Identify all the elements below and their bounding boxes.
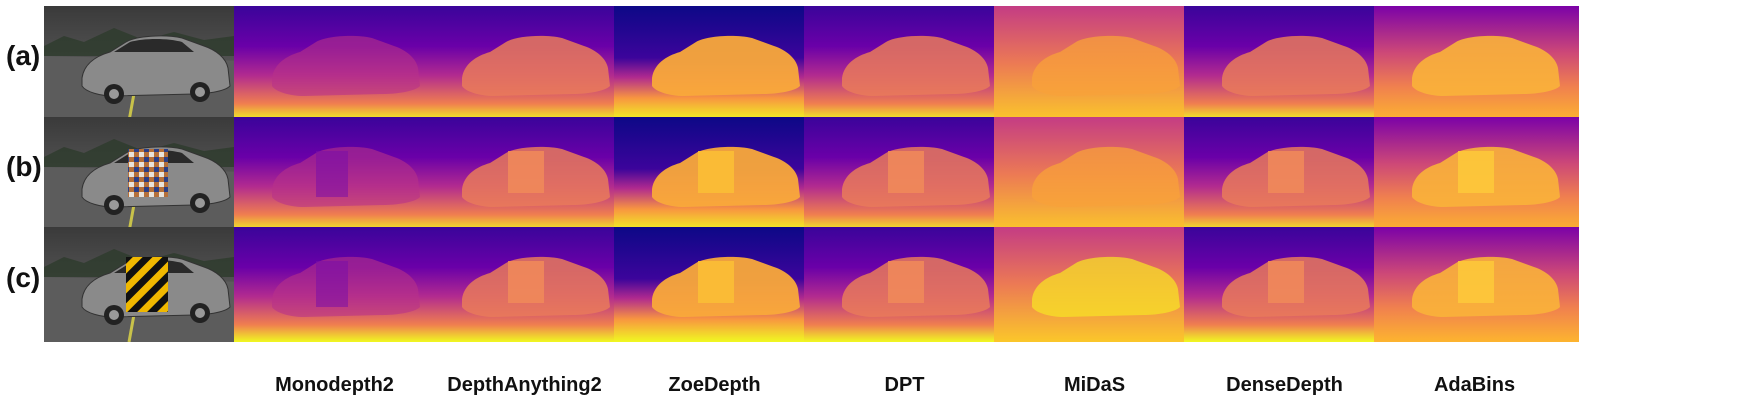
col-label-zoedepth: ZoeDepth [668, 374, 761, 396]
col-label-dpt: DPT [884, 374, 925, 396]
row-label-b: (b) [6, 151, 42, 182]
row-label-c: (c) [6, 262, 41, 293]
depth-map-dpt-b [804, 117, 1009, 232]
col-label-adabins: AdaBins [1433, 374, 1516, 396]
depth-map-densedepth-b [1184, 117, 1389, 232]
depth-map-adabins-b [1374, 117, 1579, 232]
depth-map-monodepth2-c [234, 227, 439, 342]
col-label-depthanything2: DepthAnything2 [447, 374, 602, 396]
depth-map-densedepth-c [1184, 227, 1389, 342]
depth-map-midas-b [994, 117, 1199, 232]
input-image-b [44, 117, 249, 232]
input-image-a [44, 6, 249, 121]
depth-map-adabins-c [1374, 227, 1579, 342]
depth-map-zoedepth-c [614, 227, 819, 342]
row-label-a: (a) [6, 40, 41, 71]
col-label-midas: MiDaS [1063, 374, 1126, 396]
depth-map-midas-a [994, 6, 1199, 121]
depth-map-adabins-a [1374, 6, 1579, 121]
depth-map-depthanything2-a [424, 6, 629, 121]
input-image-c [44, 227, 249, 342]
col-label-monodepth2: Monodepth2 [275, 374, 394, 396]
depth-map-depthanything2-b [424, 117, 629, 232]
depth-map-dpt-a [804, 6, 1009, 121]
depth-map-monodepth2-a [234, 6, 439, 121]
depth-map-midas-c [994, 227, 1199, 342]
depth-map-zoedepth-a [614, 6, 819, 121]
col-label-densedepth: DenseDepth [1226, 374, 1343, 396]
depth-map-monodepth2-b [234, 117, 439, 232]
depth-map-zoedepth-b [614, 117, 819, 232]
depth-map-densedepth-a [1184, 6, 1389, 121]
depth-map-dpt-c [804, 227, 1009, 342]
depth-map-depthanything2-c [424, 227, 629, 342]
